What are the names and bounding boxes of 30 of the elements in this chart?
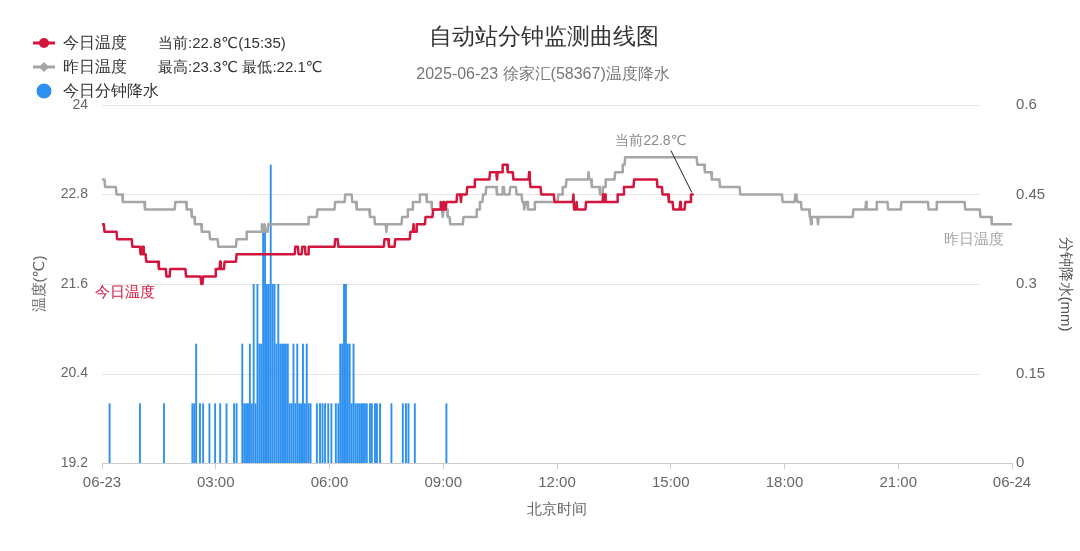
- y-tick-label: 19.2: [60, 453, 89, 470]
- chart-subtitle: 2025-06-23 徐家汇(58367)温度降水: [416, 64, 670, 84]
- chart-title: 自动站分钟监测曲线图: [429, 22, 659, 50]
- x-tick-label: 06:00: [310, 473, 349, 491]
- y2-tick-label: 0.3: [1016, 274, 1037, 292]
- x-tick-label: 03:00: [196, 473, 235, 491]
- text: 当前:22.8℃(15:35): [158, 33, 286, 53]
- y2-tick-label: 0.45: [1016, 184, 1046, 202]
- y-tick-label: 20.4: [60, 364, 89, 381]
- text: 今日温度: [95, 283, 155, 301]
- x-tick-label: 06-23: [82, 473, 122, 491]
- x-tick-label: 18:00: [765, 473, 804, 491]
- y2-axis-title: 分钟降水(mm): [1057, 236, 1075, 332]
- y2-tick-label: 0: [1016, 453, 1025, 471]
- y-tick-label: 21.6: [60, 274, 89, 291]
- text: 最高:23.3℃ 最低:22.1℃: [158, 57, 323, 77]
- y-tick-label: 22.8: [60, 185, 89, 202]
- x-tick-label: 15:00: [651, 473, 690, 491]
- x-tick-label: 12:00: [538, 473, 576, 491]
- x-tick-label: 09:00: [424, 473, 463, 491]
- y-axis-title: 温度(℃): [30, 255, 48, 313]
- x-tick-label: 21:00: [879, 473, 918, 491]
- x-tick-label: 06-24: [992, 473, 1032, 491]
- x-axis-title: 北京时间: [527, 500, 587, 518]
- annotation: 当前22.8℃: [615, 132, 687, 149]
- legend-label: 昨日温度: [63, 57, 128, 77]
- y2-tick-label: 0.6: [1016, 95, 1037, 113]
- legend-label: 今日温度: [63, 33, 128, 53]
- y2-tick-label: 0.15: [1016, 363, 1046, 381]
- text: 昨日温度: [944, 230, 1005, 248]
